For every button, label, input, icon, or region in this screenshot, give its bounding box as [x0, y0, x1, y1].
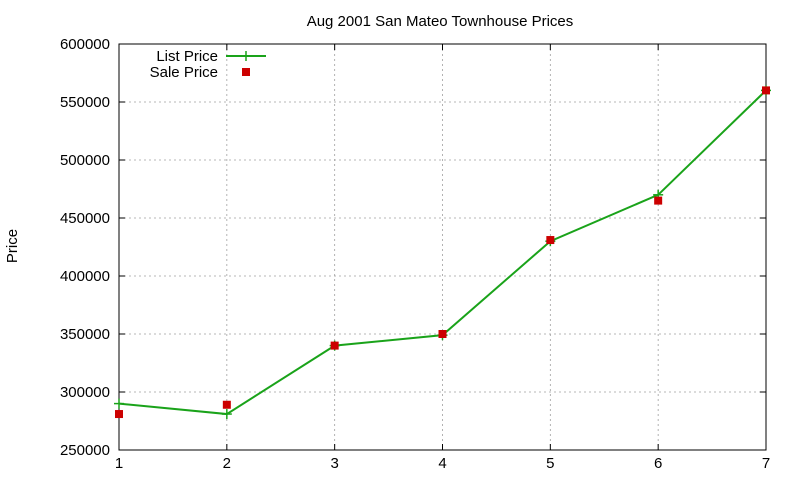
legend-label: Sale Price — [150, 64, 218, 81]
legend-label: List Price — [156, 48, 218, 65]
legend-plus-marker — [241, 51, 251, 61]
x-tick-label: 7 — [762, 455, 770, 472]
x-tick-label: 3 — [330, 455, 338, 472]
x-tick-label: 1 — [115, 455, 123, 472]
y-tick-label: 400000 — [60, 268, 110, 285]
sale-price-point — [330, 341, 339, 350]
x-tick-label: 6 — [654, 455, 662, 472]
legend-square-marker — [242, 68, 250, 76]
y-tick-label: 600000 — [60, 36, 110, 53]
sale-price-point — [762, 86, 770, 95]
sale-price-point — [115, 410, 123, 419]
y-tick-label: 450000 — [60, 210, 110, 227]
series-sale-price — [115, 86, 770, 419]
y-tick-label: 300000 — [60, 384, 110, 401]
sale-price-point — [222, 400, 231, 409]
legend-item-list-price: List Price — [156, 48, 266, 65]
sale-price-point — [438, 330, 447, 338]
plot-area-border — [118, 43, 767, 451]
y-tick-label: 250000 — [60, 442, 110, 459]
y-tick-label: 350000 — [60, 326, 110, 343]
x-tick-label: 5 — [546, 455, 554, 472]
y-tick-label: 500000 — [60, 152, 110, 169]
sale-price-point — [546, 236, 555, 245]
y-axis-label: Price — [4, 229, 21, 263]
list-price-point — [114, 398, 124, 409]
series-group — [114, 85, 771, 420]
list-price-point — [221, 409, 232, 420]
sale-price-point — [654, 196, 663, 205]
chart-title: Aug 2001 San Mateo Townhouse Prices — [307, 13, 574, 30]
x-tick-label: 2 — [223, 455, 231, 472]
y-tick-label: 550000 — [60, 94, 110, 111]
x-tick-label: 4 — [438, 455, 446, 472]
legend-item-sale-price: Sale Price — [150, 64, 250, 81]
axis-ticks: 250000 300000 350000 400000 450000 500000 5500… — [60, 36, 770, 472]
